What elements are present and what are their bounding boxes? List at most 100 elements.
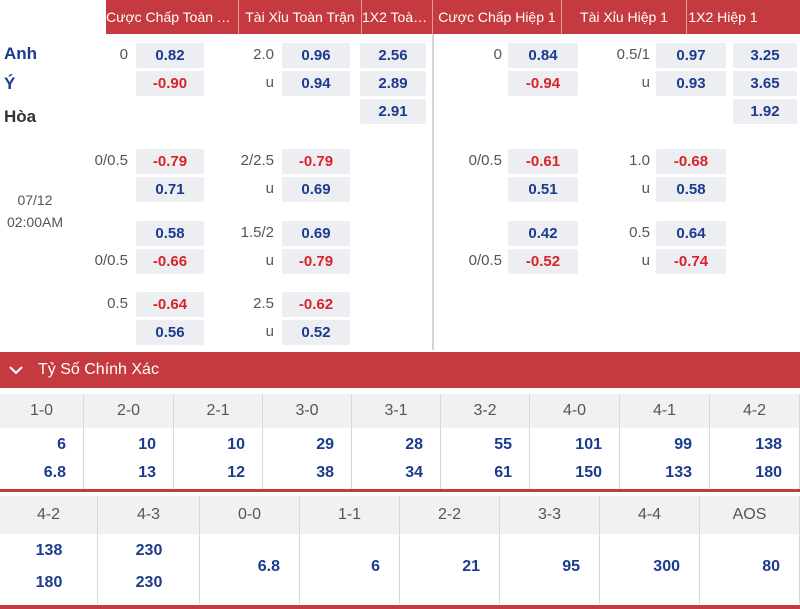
- score-odds-value[interactable]: 29: [316, 436, 334, 453]
- score-odds-cell[interactable]: [0, 534, 98, 604]
- odds-cell[interactable]: 0.93: [656, 71, 726, 96]
- score-odds-value[interactable]: 150: [575, 464, 602, 481]
- ou-line: 2.5: [253, 295, 274, 312]
- odds-cell[interactable]: 3.65: [733, 71, 797, 96]
- score-odds-value[interactable]: 10: [138, 436, 156, 453]
- score-odds-value[interactable]: 34: [405, 464, 423, 481]
- score-label: 4-0: [530, 394, 620, 428]
- header-divider: [686, 0, 687, 34]
- odds-cell[interactable]: -0.79: [282, 249, 350, 274]
- header-divider: [238, 0, 239, 34]
- odds-cell[interactable]: -0.66: [136, 249, 204, 274]
- odds-cell[interactable]: -0.94: [508, 71, 578, 96]
- odds-cell[interactable]: 0.69: [282, 177, 350, 202]
- score-odds-cell[interactable]: [530, 428, 620, 489]
- score-odds-value[interactable]: 80: [762, 558, 780, 575]
- score-odds-cell[interactable]: [200, 534, 300, 604]
- score-odds-value[interactable]: 61: [494, 464, 512, 481]
- score-odds-value[interactable]: 180: [35, 574, 63, 591]
- odds-cell[interactable]: -0.90: [136, 71, 204, 96]
- score-odds-cell[interactable]: [441, 428, 530, 489]
- score-odds-cell[interactable]: [84, 428, 174, 489]
- score-odds-value[interactable]: 230: [135, 574, 163, 591]
- score-odds-cell[interactable]: [400, 534, 500, 604]
- odds-cell[interactable]: -0.61: [508, 149, 578, 174]
- score-odds-cell[interactable]: [620, 428, 710, 489]
- col-header-1x2-ft[interactable]: 1X2 Toàn Trận: [362, 9, 432, 25]
- odds-cell[interactable]: 0.71: [136, 177, 204, 202]
- score-odds-value[interactable]: 180: [755, 464, 782, 481]
- odds-cell[interactable]: 0.82: [136, 43, 204, 68]
- score-odds-value[interactable]: 13: [138, 464, 156, 481]
- odds-cell[interactable]: 0.58: [136, 221, 204, 246]
- score-odds-value[interactable]: 101: [575, 436, 602, 453]
- score-odds-value[interactable]: 10: [227, 436, 245, 453]
- col-header-hdp-ft[interactable]: Cược Chấp Toàn Trận: [106, 9, 238, 25]
- score-label: 3-1: [352, 394, 441, 428]
- header-divider: [361, 0, 362, 34]
- score-odds-value[interactable]: 21: [462, 558, 480, 575]
- odds-cell[interactable]: 2.91: [360, 99, 426, 124]
- odds-cell[interactable]: 1.92: [733, 99, 797, 124]
- score-odds-value[interactable]: 300: [653, 558, 680, 575]
- score-odds-value[interactable]: 138: [35, 542, 63, 559]
- score-odds-cell[interactable]: [174, 428, 263, 489]
- chevron-down-icon[interactable]: [6, 360, 26, 380]
- score-odds-value[interactable]: 55: [494, 436, 512, 453]
- hdp-line: 0: [119, 46, 128, 63]
- odds-cell[interactable]: -0.79: [136, 149, 204, 174]
- score-odds-value[interactable]: 28: [405, 436, 423, 453]
- odds-cell[interactable]: 0.64: [656, 221, 726, 246]
- odds-cell[interactable]: 0.69: [282, 221, 350, 246]
- score-odds-value[interactable]: 230: [135, 542, 163, 559]
- odds-cell[interactable]: 0.51: [508, 177, 578, 202]
- score-odds-cell[interactable]: [98, 534, 200, 604]
- col-header-hdp-h1[interactable]: Cược Chấp Hiệp 1: [438, 9, 556, 25]
- kickoff-time: 02:00AM: [6, 214, 64, 230]
- score-odds-cell[interactable]: [263, 428, 352, 489]
- score-odds-value[interactable]: 138: [755, 436, 782, 453]
- odds-cell[interactable]: 0.56: [136, 320, 204, 345]
- odds-cell[interactable]: -0.62: [282, 292, 350, 317]
- score-odds-value[interactable]: 38: [316, 464, 334, 481]
- score-label: 4-2: [0, 496, 98, 534]
- score-odds-value[interactable]: 6: [57, 436, 66, 453]
- score-odds-value[interactable]: 6.8: [257, 558, 280, 575]
- odds-cell[interactable]: 0.94: [282, 71, 350, 96]
- col-header-ou-h1[interactable]: Tài Xỉu Hiệp 1: [580, 9, 668, 25]
- score-odds-cell[interactable]: [0, 428, 84, 489]
- exact-score-header[interactable]: Tỷ Số Chính Xác: [0, 352, 800, 388]
- score-label: 4-4: [600, 496, 700, 534]
- section-divider: [432, 34, 434, 350]
- score-odds-cell[interactable]: [300, 534, 400, 604]
- odds-cell[interactable]: 0.52: [282, 320, 350, 345]
- odds-cell[interactable]: 0.42: [508, 221, 578, 246]
- odds-cell[interactable]: 0.58: [656, 177, 726, 202]
- h1-hdp-line: 0/0.5: [468, 252, 502, 269]
- score-odds-value[interactable]: 99: [674, 436, 692, 453]
- odds-cell[interactable]: -0.74: [656, 249, 726, 274]
- col-header-ou-ft[interactable]: Tài Xỉu Toàn Trận: [245, 9, 355, 25]
- odds-cell[interactable]: 2.89: [360, 71, 426, 96]
- score-odds-cell[interactable]: [600, 534, 700, 604]
- score-odds-value[interactable]: 12: [227, 464, 245, 481]
- score-odds-value[interactable]: 6.8: [43, 464, 66, 481]
- score-odds-value[interactable]: 95: [562, 558, 580, 575]
- h1-hdp-line: 0/0.5: [468, 152, 502, 169]
- ou-line: 1.5/2: [240, 224, 274, 241]
- score-label: 4-2: [710, 394, 800, 428]
- odds-cell[interactable]: 0.84: [508, 43, 578, 68]
- odds-cell[interactable]: 3.25: [733, 43, 797, 68]
- score-odds-cell[interactable]: [500, 534, 600, 604]
- odds-cell[interactable]: 2.56: [360, 43, 426, 68]
- score-odds-value[interactable]: 6: [371, 558, 380, 575]
- odds-cell[interactable]: 0.96: [282, 43, 350, 68]
- odds-cell[interactable]: -0.68: [656, 149, 726, 174]
- odds-cell[interactable]: 0.97: [656, 43, 726, 68]
- odds-cell[interactable]: -0.79: [282, 149, 350, 174]
- score-odds-value[interactable]: 133: [665, 464, 692, 481]
- odds-cell[interactable]: -0.52: [508, 249, 578, 274]
- score-odds-cell[interactable]: [352, 428, 441, 489]
- col-header-1x2-h1[interactable]: 1X2 Hiệp 1: [688, 9, 758, 25]
- odds-cell[interactable]: -0.64: [136, 292, 204, 317]
